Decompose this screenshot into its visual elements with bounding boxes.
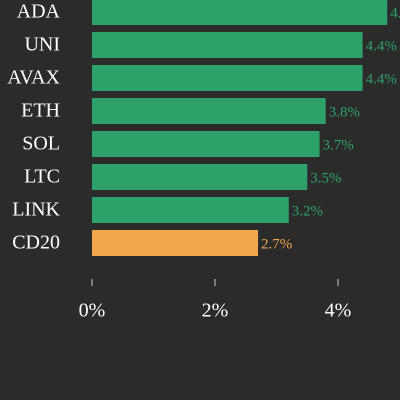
bar xyxy=(92,230,259,256)
bar xyxy=(92,65,363,91)
x-tick-label: 2% xyxy=(202,300,229,322)
bar xyxy=(92,0,388,25)
bar xyxy=(92,197,289,223)
value-label: 4.8% xyxy=(390,5,400,21)
bar xyxy=(92,98,326,124)
y-tick-label: ETH xyxy=(21,100,60,122)
x-tick-label: 4% xyxy=(325,300,352,322)
y-tick-label: ADA xyxy=(17,1,61,23)
bar xyxy=(92,32,363,58)
y-tick-label: UNI xyxy=(24,34,60,56)
y-tick-label: LTC xyxy=(24,166,60,188)
bar xyxy=(92,131,320,157)
value-label: 2.7% xyxy=(261,236,292,252)
x-tick-label: 0% xyxy=(79,300,106,322)
value-label: 3.8% xyxy=(329,104,360,120)
value-label: 4.4% xyxy=(366,38,397,54)
bar xyxy=(92,164,308,190)
value-label: 3.7% xyxy=(323,137,354,153)
value-label: 3.2% xyxy=(292,203,323,219)
y-tick-label: SOL xyxy=(22,133,60,155)
y-tick-label: CD20 xyxy=(12,232,60,254)
y-tick-label: AVAX xyxy=(7,67,60,89)
value-label: 3.5% xyxy=(310,170,341,186)
y-tick-label: LINK xyxy=(12,199,60,221)
value-label: 4.4% xyxy=(366,71,397,87)
